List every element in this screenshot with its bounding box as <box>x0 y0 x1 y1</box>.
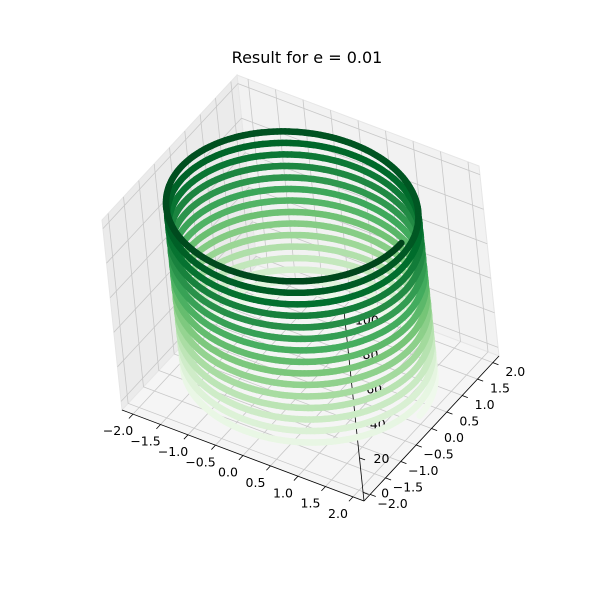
helix-segment <box>233 291 244 300</box>
y-tick-mark <box>462 395 468 399</box>
y-tick-label: 1.0 <box>475 397 495 412</box>
x-tick-mark <box>211 444 216 450</box>
z-tick-label: 0 <box>381 485 389 500</box>
y-tick-mark <box>492 362 499 366</box>
y-tick-mark <box>446 411 453 415</box>
x-tick-mark <box>238 455 244 461</box>
x-tick-mark <box>293 475 299 481</box>
z-tick-mark <box>362 491 369 495</box>
helix-segment <box>416 410 425 419</box>
y-tick-label: 0.0 <box>444 430 464 445</box>
y-tick-label: −1.5 <box>393 479 423 494</box>
y-tick-mark <box>477 378 484 382</box>
helix-segment <box>235 314 246 323</box>
y-tick-mark <box>431 428 438 431</box>
helix-segment <box>247 429 258 438</box>
x-tick-mark <box>183 434 189 440</box>
z-tick-mark <box>359 457 366 461</box>
y-tick-label: 0.5 <box>459 414 479 429</box>
x-tick-label: 1.0 <box>273 485 293 500</box>
y-tick-mark <box>400 461 407 464</box>
x-gridline <box>352 161 489 498</box>
x-tick-mark <box>321 486 326 492</box>
y-tick-mark <box>385 477 392 481</box>
z-gridline <box>102 83 481 229</box>
x-tick-label: −0.5 <box>185 454 215 469</box>
helix-segment <box>230 268 241 277</box>
helix-segment <box>242 383 253 392</box>
x-tick-label: 1.5 <box>301 496 321 511</box>
helix-segment <box>239 348 250 357</box>
x-tick-label: −2.0 <box>103 423 133 438</box>
y-tick-label: −0.5 <box>423 446 453 461</box>
x-tick-label: 0.5 <box>246 475 266 490</box>
axes-panes <box>101 73 500 502</box>
y-tick-mark <box>416 444 422 448</box>
y-tick-label: 1.5 <box>490 381 510 396</box>
y-gridline <box>199 114 463 396</box>
helix-segment <box>231 279 242 288</box>
helix-segment <box>243 395 254 403</box>
helix-segment <box>241 372 252 380</box>
x-gridline <box>325 151 461 487</box>
chart-title: Result for e = 0.01 <box>232 48 383 67</box>
helix-segment <box>245 406 256 415</box>
x-tick-mark <box>348 496 354 502</box>
x-tick-mark <box>128 413 134 419</box>
helix-segment <box>240 360 251 369</box>
helix-segment <box>237 337 248 346</box>
x-tick-label: −1.5 <box>130 434 160 449</box>
x-tick-label: −1.0 <box>158 444 188 459</box>
y-gridline <box>123 196 386 479</box>
y-tick-label: −1.0 <box>408 463 438 478</box>
helix-segment <box>246 418 257 426</box>
y-tick-mark <box>369 494 376 497</box>
x-tick-label: 2.0 <box>328 506 348 521</box>
y-tick-label: 2.0 <box>505 364 525 379</box>
helix-series <box>162 128 439 446</box>
helix-segment <box>234 302 245 311</box>
x-tick-label: 0.0 <box>218 465 238 480</box>
y-tick-label: −2.0 <box>377 496 407 511</box>
helix-segment <box>236 325 247 334</box>
z-tick-label: 20 <box>374 451 390 466</box>
y-gridline <box>107 213 371 495</box>
x-tick-mark <box>266 465 271 471</box>
x-tick-mark <box>156 424 161 430</box>
